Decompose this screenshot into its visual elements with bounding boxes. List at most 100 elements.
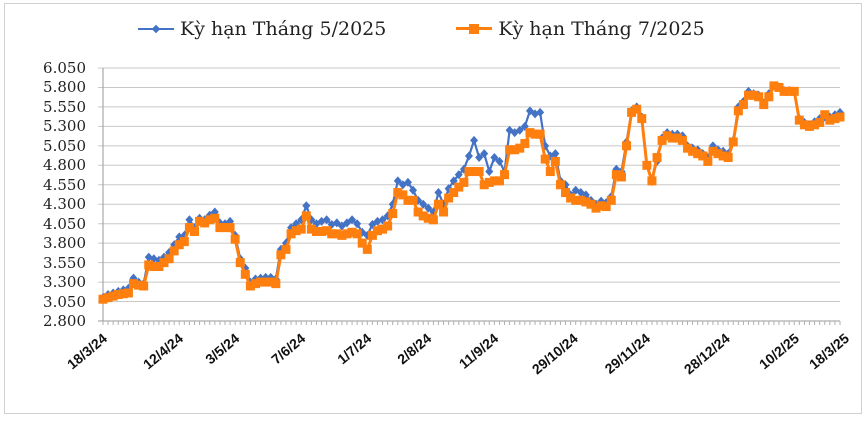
data-point — [424, 203, 433, 213]
y-tick-label: 6.050 — [43, 59, 86, 77]
data-point — [464, 151, 473, 161]
data-point — [642, 160, 652, 170]
data-point — [540, 154, 550, 164]
data-point — [708, 146, 718, 156]
data-point — [581, 197, 591, 207]
y-tick-label: 5.300 — [43, 117, 86, 136]
data-point — [683, 143, 693, 153]
data-point — [744, 90, 754, 100]
data-point — [479, 180, 489, 190]
data-point — [718, 151, 728, 161]
legend-item-may-2025: Kỳ hạn Tháng 5/2025 — [138, 18, 386, 40]
data-point — [159, 258, 169, 268]
data-point — [475, 153, 484, 163]
data-point — [464, 167, 474, 177]
data-point — [566, 193, 576, 203]
data-point — [657, 135, 667, 145]
data-point — [672, 133, 682, 143]
data-point — [256, 277, 266, 287]
data-point — [378, 224, 388, 234]
data-point — [754, 92, 764, 102]
data-point — [738, 100, 748, 110]
data-point — [347, 227, 357, 237]
data-point — [779, 86, 789, 96]
data-point — [688, 146, 698, 156]
data-point — [383, 221, 393, 231]
data-point — [561, 188, 571, 198]
data-point — [291, 226, 301, 236]
data-point — [622, 141, 632, 151]
data-point — [342, 229, 352, 239]
data-point — [271, 279, 281, 289]
data-point — [495, 156, 504, 166]
data-point — [652, 153, 662, 163]
data-point — [454, 182, 464, 192]
y-axis-labels: 6.050 5.800 5.550 5.300 5.050 4.800 4.550 4.300… — [0, 0, 92, 421]
data-point — [536, 107, 545, 117]
data-point — [210, 213, 220, 223]
data-point — [164, 254, 174, 264]
data-point — [261, 277, 271, 287]
data-point — [510, 145, 520, 155]
data-point — [494, 176, 504, 186]
data-point — [774, 82, 784, 92]
data-point — [220, 223, 230, 233]
data-point — [286, 229, 296, 239]
data-point — [515, 125, 524, 135]
data-point — [733, 106, 743, 116]
data-point — [311, 226, 321, 236]
data-point — [637, 114, 647, 124]
data-point — [240, 269, 250, 279]
data-point — [403, 195, 413, 205]
data-point — [591, 203, 601, 213]
data-point — [794, 115, 804, 125]
data-point — [103, 293, 113, 303]
data-point — [489, 176, 499, 186]
y-tick-label: 3.300 — [43, 273, 86, 292]
data-point — [469, 167, 479, 177]
data-point — [571, 195, 581, 205]
data-point — [215, 223, 225, 233]
data-point — [353, 219, 362, 229]
data-point — [703, 156, 713, 166]
data-point — [485, 167, 494, 177]
data-point — [108, 291, 118, 301]
data-point — [805, 121, 815, 131]
data-point — [235, 258, 245, 268]
data-point — [184, 223, 194, 233]
y-tick-label: 4.050 — [43, 214, 86, 233]
chart-legend: Kỳ hạn Tháng 5/2025 Kỳ hạn Tháng 7/2025 — [138, 18, 705, 40]
data-point — [139, 281, 149, 291]
data-point — [825, 115, 835, 125]
data-point — [667, 133, 677, 143]
data-point — [123, 288, 133, 298]
data-point — [195, 216, 205, 226]
legend-label: Kỳ hạn Tháng 5/2025 — [180, 18, 387, 40]
y-tick-label: 3.050 — [43, 292, 86, 311]
data-point — [302, 201, 311, 211]
data-point — [474, 167, 484, 177]
data-point — [322, 226, 332, 236]
data-point — [403, 177, 412, 187]
data-point — [348, 215, 357, 225]
data-point — [281, 244, 291, 254]
data-point — [169, 246, 179, 256]
data-point — [337, 230, 347, 240]
data-point — [713, 149, 723, 159]
data-point — [505, 145, 515, 155]
data-point — [576, 195, 586, 205]
legend-label: Kỳ hạn Tháng 7/2025 — [498, 18, 705, 40]
data-point — [149, 262, 159, 272]
data-point — [332, 229, 342, 239]
data-point — [393, 188, 403, 198]
data-point — [480, 149, 489, 159]
data-point — [98, 294, 108, 304]
data-point — [250, 279, 260, 289]
series-line — [102, 84, 841, 301]
y-tick-label: 2.800 — [43, 312, 86, 330]
data-point — [784, 86, 794, 96]
data-point — [245, 281, 255, 291]
data-point — [606, 195, 616, 205]
data-point — [551, 149, 560, 159]
data-point — [409, 185, 418, 195]
